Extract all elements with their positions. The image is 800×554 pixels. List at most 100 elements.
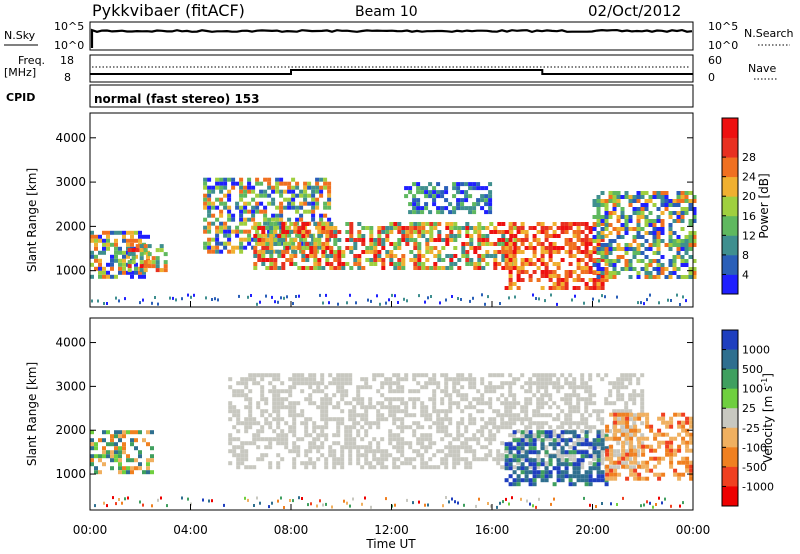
echo-cell <box>283 181 288 186</box>
ground-scatter-cell <box>312 373 317 378</box>
ground-scatter-cell <box>324 393 329 398</box>
echo-cell <box>552 446 557 451</box>
noise-cell <box>640 301 642 305</box>
ground-scatter-cell <box>640 433 645 438</box>
echo-cell <box>295 217 300 222</box>
echo-cell <box>572 474 577 479</box>
echo-cell <box>297 226 302 230</box>
echo-cell <box>548 286 553 290</box>
ground-scatter-cell <box>260 377 265 382</box>
echo-cell <box>327 217 332 222</box>
echo-cell <box>231 181 236 186</box>
echo-cell <box>279 217 284 222</box>
echo-cell <box>235 229 240 234</box>
echo-cell <box>532 442 537 447</box>
ground-scatter-cell <box>396 441 401 446</box>
echo-cell <box>673 468 678 473</box>
ground-scatter-cell <box>568 393 573 398</box>
echo-cell <box>604 446 609 451</box>
echo-cell <box>219 221 224 226</box>
echo-cell <box>604 247 609 251</box>
ground-scatter-cell <box>228 409 233 414</box>
echo-cell <box>247 237 252 242</box>
ground-scatter-cell <box>368 465 373 470</box>
echo-cell <box>319 177 324 182</box>
echo-cell <box>680 243 685 247</box>
echo-cell <box>572 446 577 451</box>
echo-cell <box>441 246 446 250</box>
ground-scatter-cell <box>356 393 361 398</box>
echo-cell <box>460 202 465 207</box>
colorbar-segment <box>722 447 738 468</box>
echo-cell <box>516 266 521 270</box>
echo-cell <box>504 250 509 254</box>
echo-cell <box>633 472 638 477</box>
echo-cell <box>361 266 366 270</box>
ground-scatter-cell <box>432 373 437 378</box>
echo-cell <box>672 255 677 259</box>
echo-cell <box>231 217 236 222</box>
ground-scatter-cell <box>508 381 513 386</box>
ground-scatter-cell <box>492 433 497 438</box>
noise-cell <box>418 294 420 298</box>
echo-cell <box>572 430 577 435</box>
echo-cell <box>102 230 106 235</box>
echo-cell <box>536 474 541 479</box>
ground-scatter-cell <box>540 425 545 430</box>
echo-cell <box>497 250 502 254</box>
ground-scatter-cell <box>432 381 437 386</box>
ground-scatter-cell <box>464 445 469 450</box>
noise-cell <box>520 497 522 501</box>
echo-cell <box>139 252 144 257</box>
ground-scatter-cell <box>560 453 565 458</box>
ground-scatter-cell <box>564 421 569 426</box>
echo-cell <box>313 246 318 250</box>
echo-cell <box>287 197 292 202</box>
echo-cell <box>146 466 150 471</box>
noise-cell <box>475 504 477 508</box>
ground-scatter-cell <box>340 461 345 466</box>
echo-cell <box>114 258 118 263</box>
echo-cell <box>600 191 605 195</box>
echo-cell <box>616 247 621 251</box>
echo-cell <box>421 266 426 270</box>
ground-scatter-cell <box>456 461 461 466</box>
ground-scatter-cell <box>468 461 473 466</box>
echo-cell <box>556 266 561 270</box>
noise-cell <box>646 298 648 302</box>
echo-cell <box>102 462 106 467</box>
ground-scatter-cell <box>344 401 349 406</box>
echo-cell <box>568 238 573 242</box>
echo-cell <box>620 227 625 231</box>
noise-cell <box>439 301 441 305</box>
echo-cell <box>110 450 114 455</box>
ground-scatter-cell <box>432 393 437 398</box>
ground-scatter-cell <box>632 373 637 378</box>
ground-scatter-cell <box>584 417 589 422</box>
echo-cell <box>465 234 470 238</box>
echo-cell <box>596 434 601 439</box>
ground-scatter-cell <box>628 433 633 438</box>
ground-scatter-cell <box>404 373 409 378</box>
ground-scatter-cell <box>636 453 641 458</box>
noise-cell <box>643 503 645 507</box>
echo-cell <box>127 252 132 257</box>
echo-cell <box>580 278 585 282</box>
echo-cell <box>504 458 509 463</box>
echo-cell <box>540 438 545 443</box>
echo-cell <box>134 262 138 267</box>
ground-scatter-cell <box>364 413 369 418</box>
ground-scatter-cell <box>572 409 577 414</box>
echo-cell <box>106 234 110 239</box>
echo-cell <box>520 278 525 282</box>
noise-cell <box>253 504 255 507</box>
echo-cell <box>556 462 561 467</box>
ground-scatter-cell <box>332 465 337 470</box>
echo-cell <box>512 470 517 475</box>
echo-cell <box>239 249 244 254</box>
ground-scatter-cell <box>584 381 589 386</box>
echo-cell <box>600 255 605 259</box>
ground-scatter-cell <box>300 437 305 442</box>
echo-cell <box>247 229 252 234</box>
echo-cell <box>456 182 461 187</box>
